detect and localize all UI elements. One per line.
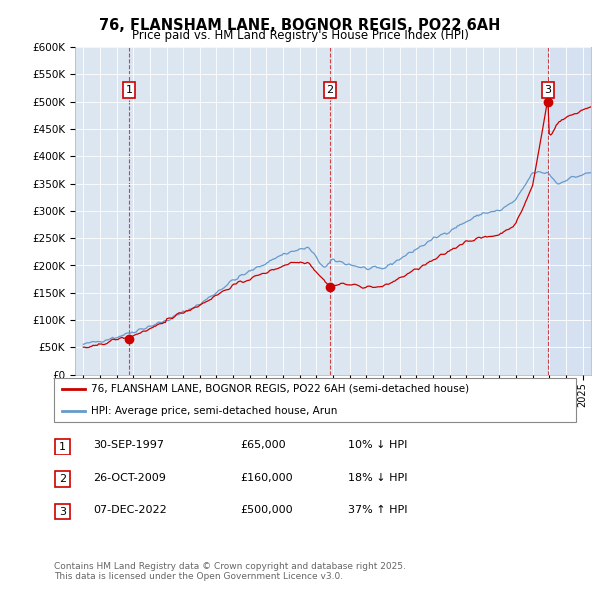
FancyBboxPatch shape — [55, 504, 70, 519]
Text: Contains HM Land Registry data © Crown copyright and database right 2025.
This d: Contains HM Land Registry data © Crown c… — [54, 562, 406, 581]
Text: £65,000: £65,000 — [240, 441, 286, 450]
Text: 76, FLANSHAM LANE, BOGNOR REGIS, PO22 6AH (semi-detached house): 76, FLANSHAM LANE, BOGNOR REGIS, PO22 6A… — [91, 384, 469, 394]
Text: 10% ↓ HPI: 10% ↓ HPI — [348, 441, 407, 450]
Text: Price paid vs. HM Land Registry's House Price Index (HPI): Price paid vs. HM Land Registry's House … — [131, 30, 469, 42]
Text: 1: 1 — [59, 442, 66, 451]
Text: 2: 2 — [59, 474, 66, 484]
Text: 30-SEP-1997: 30-SEP-1997 — [93, 441, 164, 450]
Text: 18% ↓ HPI: 18% ↓ HPI — [348, 473, 407, 483]
FancyBboxPatch shape — [55, 439, 70, 455]
Text: 2: 2 — [326, 85, 334, 95]
Bar — [548, 47, 591, 375]
Text: 07-DEC-2022: 07-DEC-2022 — [93, 506, 167, 515]
FancyBboxPatch shape — [55, 471, 70, 487]
FancyBboxPatch shape — [54, 378, 576, 422]
Text: £500,000: £500,000 — [240, 506, 293, 515]
Text: 3: 3 — [545, 85, 551, 95]
Text: HPI: Average price, semi-detached house, Arun: HPI: Average price, semi-detached house,… — [91, 406, 337, 416]
Text: 1: 1 — [125, 85, 133, 95]
Text: 3: 3 — [59, 507, 66, 516]
Text: 26-OCT-2009: 26-OCT-2009 — [93, 473, 166, 483]
Text: 37% ↑ HPI: 37% ↑ HPI — [348, 506, 407, 515]
Text: 76, FLANSHAM LANE, BOGNOR REGIS, PO22 6AH: 76, FLANSHAM LANE, BOGNOR REGIS, PO22 6A… — [100, 18, 500, 32]
Text: £160,000: £160,000 — [240, 473, 293, 483]
